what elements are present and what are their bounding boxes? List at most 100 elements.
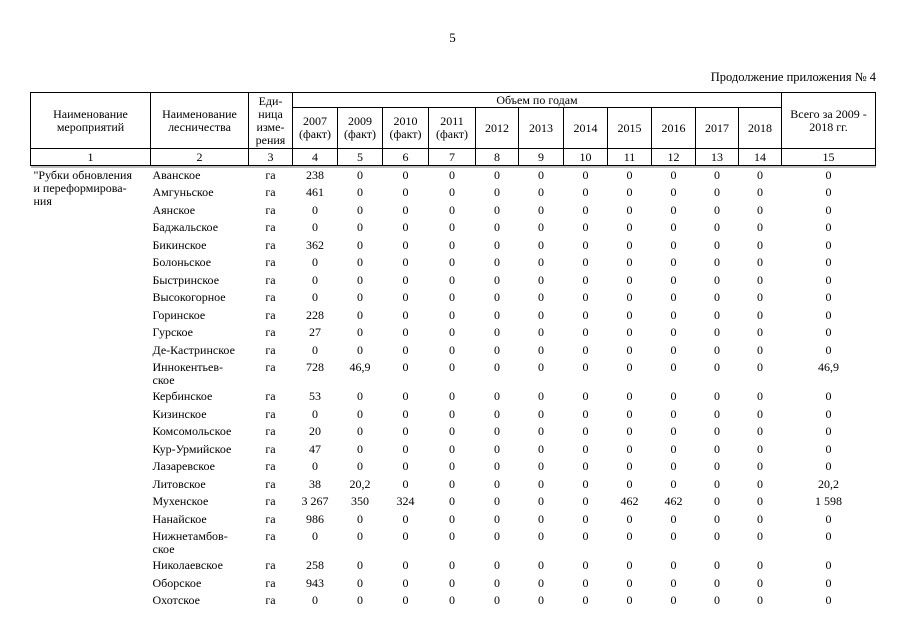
year-value-cell: 0 [582,593,589,607]
forestry-name: Николаевское [152,558,223,572]
year-value-cell: 350 [351,494,369,508]
forestry-name: Кизинское [152,406,207,421]
year-value-cell: 0 [757,325,763,339]
total-value-cell: 0 [825,272,832,287]
year-value-cell: 0 [357,529,363,543]
year-value-cell: 0 [449,220,455,234]
year-value-cell: 0 [626,511,633,526]
year-value-cell: 0 [757,558,763,572]
table-row: Иннокентьев- ское га 728 46,9 0 0 0 0 0 0 0 0 0 46,9 [31,358,876,387]
page-number: 5 [449,30,456,45]
year-value-cell: 0 [714,511,720,526]
year-value-cell: 0 [402,406,409,421]
year-value-cell: 0 [582,476,589,491]
year-value-cell: 0 [670,255,677,269]
year-value-cell: 0 [449,272,455,287]
unit-cell: га [265,494,276,508]
year-value-cell: 0 [449,406,455,421]
table-row: Охотское га 0 0 0 0 0 0 0 0 0 0 0 0 [31,591,876,609]
year-value-cell: 0 [402,558,409,572]
year-value-cell: 0 [714,529,720,543]
year-value-cell: 47 [309,441,321,456]
year-value-cell: 0 [357,459,363,473]
year-value-cell: 0 [626,307,633,322]
year-value-cell: 0 [714,476,720,491]
year-value-cell: 0 [494,307,500,322]
unit-cell: га [265,441,276,456]
table-row: Кербинское га 53 0 0 0 0 0 0 0 0 0 0 0 [31,387,876,405]
forestry-name: Оборское [152,575,202,590]
year-value-cell: 0 [449,360,455,374]
year-value-cell: 0 [582,459,589,473]
unit-cell: га [265,202,276,217]
year-value-cell: 0 [714,441,720,456]
header-year: 2016 [651,107,696,149]
year-value-cell: 0 [494,575,500,590]
year-value-cell: 0 [449,168,455,182]
year-value-cell: 0 [757,494,763,508]
year-value-cell: 0 [582,529,589,543]
year-value-cell: 0 [626,185,633,199]
year-value-cell: 0 [670,325,677,339]
year-value-cell: 0 [449,476,455,491]
unit-cell: га [265,255,276,269]
year-value-cell: 0 [538,185,544,199]
total-value-cell: 0 [825,441,832,456]
year-value-cell: 0 [449,185,455,199]
year-value-cell: 0 [757,185,763,199]
table-row: "Рубки обновления и переформирова- ния Ав… [31,166,876,208]
year-value-cell: 0 [357,290,363,304]
table-row: Мухенское га 3 267 350 324 0 0 0 0 462 462 0 0 1 598 [31,492,876,510]
year-value-cell: 0 [494,494,500,508]
year-value-cell: 0 [494,220,500,234]
column-number: 12 [651,148,696,166]
forestry-name: Бикинское [152,237,207,252]
year-value-cell: 0 [449,459,455,473]
year-value-cell: 0 [714,290,720,304]
total-value-cell: 0 [825,185,832,199]
year-value-cell: 0 [402,202,409,217]
total-value-cell: 0 [825,424,832,438]
year-value-cell: 0 [357,307,363,322]
year-value-cell: 0 [582,290,589,304]
year-value-cell: 0 [714,237,720,252]
year-value-cell: 0 [538,389,544,403]
year-value-cell: 0 [670,202,677,217]
total-value-cell: 0 [825,593,832,607]
year-value-cell: 0 [670,406,677,421]
unit-cell: га [265,360,276,374]
year-value-cell: 0 [402,389,409,403]
year-value-cell: 0 [670,220,677,234]
year-value-cell: 0 [538,237,544,252]
table-row: Горинское га 228 0 0 0 0 0 0 0 0 0 0 0 [31,306,876,324]
year-value-cell: 0 [402,220,409,234]
unit-cell: га [265,307,276,322]
year-value-cell: 0 [670,307,677,322]
year-value-cell: 0 [582,185,589,199]
forestry-name: Комсомольское [152,424,232,438]
year-value-cell: 0 [312,342,318,357]
header-years-row: 2007 (факт) 2009 (факт) 2010 (факт) 2011 (ф… [31,107,876,149]
header-year: 2017 [695,107,739,149]
table-row: Быстринское га 0 0 0 0 0 0 0 0 0 0 0 0 [31,271,876,289]
year-value-cell: 0 [714,220,720,234]
total-value-cell: 0 [825,202,832,217]
year-value-cell: 0 [312,406,318,421]
total-value-cell: 0 [825,220,832,234]
year-value-cell: 0 [357,441,363,456]
year-value-cell: 0 [494,360,500,374]
year-value-cell: 0 [312,272,318,287]
year-value-cell: 0 [538,360,544,374]
year-value-cell: 0 [357,511,363,526]
unit-cell: га [265,511,276,526]
unit-cell: га [265,406,276,421]
year-value-cell: 0 [757,237,763,252]
year-value-cell: 0 [582,272,589,287]
table-row: Литовское га 38 20,2 0 0 0 0 0 0 0 0 0 20,2 [31,475,876,493]
year-value-cell: 0 [402,459,409,473]
year-value-cell: 0 [670,558,677,572]
year-value-cell: 20,2 [349,476,371,491]
table-row: Кизинское га 0 0 0 0 0 0 0 0 0 0 0 0 [31,405,876,423]
total-value-cell: 0 [825,255,832,269]
year-value-cell: 0 [402,441,409,456]
